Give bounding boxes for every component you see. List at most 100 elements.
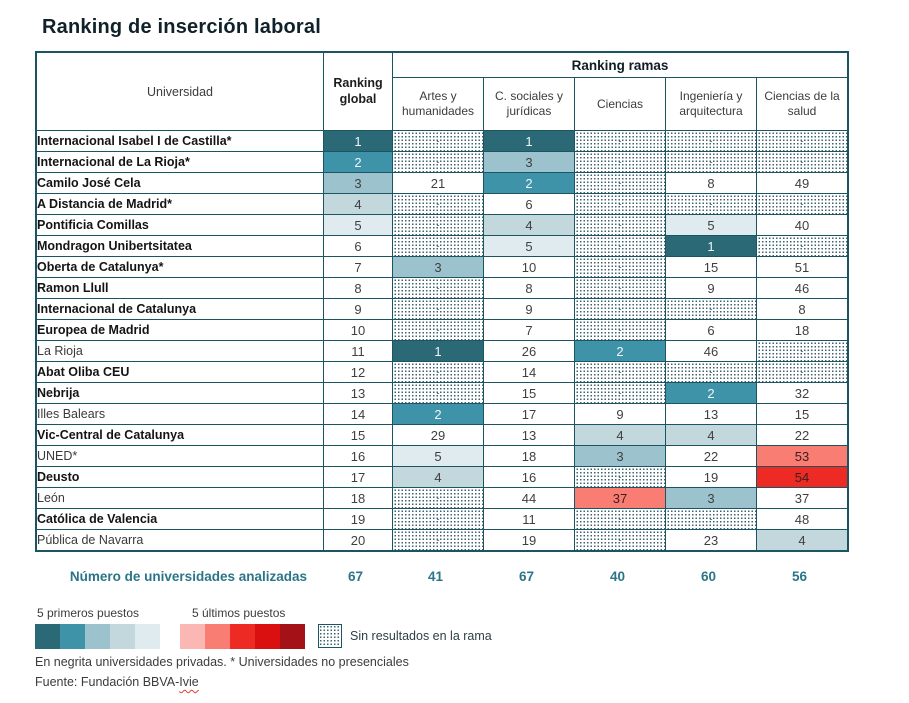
rama-rank-cell: - [392, 151, 484, 173]
table-row: Ramon Llull 8-8-9 46 [35, 277, 849, 299]
university-name: Católica de Valencia [35, 508, 324, 530]
legend-color-swatch [35, 624, 60, 649]
global-rank-cell: 12 [323, 361, 393, 383]
table-row: UNED* 16 5 18 3 22 53 [35, 445, 849, 467]
rama-rank-cell: 19 [483, 529, 575, 552]
rama-rank-cell: 29 [392, 424, 484, 446]
rama-rank-cell: 4 [392, 466, 484, 488]
global-rank-cell: 17 [323, 466, 393, 488]
table-row: A Distancia de Madrid* 4-6- - - [35, 193, 849, 215]
rama-rank-cell: - [392, 319, 484, 341]
rama-rank-cell: 3 [483, 151, 575, 173]
table-row: León 18-44 37 3 37 [35, 487, 849, 509]
table-row: Nebrija 13-15-2 32 [35, 382, 849, 404]
rama-rank-cell: - [392, 298, 484, 320]
rama-rank-cell: 6 [665, 319, 757, 341]
global-rank-cell: 13 [323, 382, 393, 404]
rama-rank-cell: - [392, 382, 484, 404]
column-header-sociales: C. sociales y jurídicas [483, 77, 575, 131]
rama-rank-cell: 48 [756, 508, 849, 530]
source-prefix: Fuente: Fundación BBVA- [35, 675, 180, 689]
rama-rank-cell: - [574, 529, 666, 552]
rama-rank-cell: - [574, 361, 666, 383]
rama-rank-cell: 40 [756, 214, 849, 236]
global-rank-cell: 7 [323, 256, 393, 278]
global-rank-cell: 1 [323, 130, 393, 152]
global-rank-cell: 18 [323, 487, 393, 509]
legend-color-swatch [135, 624, 160, 649]
legend-color-swatch [60, 624, 85, 649]
rama-rank-cell: 8 [483, 277, 575, 299]
totals-artes: 41 [427, 568, 444, 584]
legend-first-scale [35, 624, 160, 649]
university-name: Internacional de Catalunya [35, 298, 324, 320]
rama-rank-cell: - [392, 277, 484, 299]
university-name: Illes Balears [35, 403, 324, 425]
legend-first-label: 5 primeros puestos [37, 606, 140, 620]
column-group-header-ramas: Ranking ramas [392, 51, 849, 78]
rama-rank-cell: 19 [665, 466, 757, 488]
university-name: Internacional de La Rioja* [35, 151, 324, 173]
rama-rank-cell: - [392, 529, 484, 552]
totals-salud: 56 [791, 568, 808, 584]
rama-rank-cell: 9 [574, 403, 666, 425]
totals-ciencias: 40 [609, 568, 626, 584]
rama-rank-cell: 22 [665, 445, 757, 467]
table-row: Internacional Isabel I de Castilla* 1-1- -… [35, 130, 849, 152]
rama-rank-cell: 8 [665, 172, 757, 194]
rama-rank-cell: 46 [665, 340, 757, 362]
rama-rank-cell: - [574, 466, 666, 488]
rama-rank-cell: - [756, 130, 849, 152]
rama-rank-cell: 8 [756, 298, 849, 320]
global-rank-cell: 6 [323, 235, 393, 257]
footnote-source: Fuente: Fundación BBVA-Ivie [35, 675, 199, 689]
table-row: Camilo José Cela 3 21 2-8 49 [35, 172, 849, 194]
global-rank-cell: 3 [323, 172, 393, 194]
rama-rank-cell: 4 [756, 529, 849, 552]
rama-rank-cell: - [756, 193, 849, 215]
rama-rank-cell: - [574, 172, 666, 194]
totals-row: Número de universidades analizadas 67 41… [35, 564, 846, 588]
global-rank-cell: 14 [323, 403, 393, 425]
totals-label: Número de universidades analizadas [69, 568, 307, 584]
rama-rank-cell: 2 [392, 403, 484, 425]
rama-rank-cell: - [665, 508, 757, 530]
rama-rank-cell: - [574, 235, 666, 257]
global-rank-cell: 9 [323, 298, 393, 320]
global-rank-cell: 19 [323, 508, 393, 530]
table-row: Illes Balears 14 2 17 9 13 15 [35, 403, 849, 425]
rama-rank-cell: 53 [756, 445, 849, 467]
rama-rank-cell: 9 [483, 298, 575, 320]
table-row: Mondragon Unibertsitatea 6-5-1- [35, 235, 849, 257]
university-name: Oberta de Catalunya* [35, 256, 324, 278]
rama-rank-cell: 1 [665, 235, 757, 257]
rama-rank-cell: - [574, 298, 666, 320]
legend-last-scale [180, 624, 305, 649]
column-header-ingenieria: Ingeniería y arquitectura [665, 77, 757, 131]
rama-rank-cell: 15 [483, 382, 575, 404]
rama-rank-cell: - [392, 235, 484, 257]
rama-rank-cell: 54 [756, 466, 849, 488]
rama-rank-cell: - [756, 151, 849, 173]
rama-rank-cell: - [756, 235, 849, 257]
rama-rank-cell: 9 [665, 277, 757, 299]
global-rank-cell: 8 [323, 277, 393, 299]
global-rank-cell: 20 [323, 529, 393, 552]
rama-rank-cell: - [574, 214, 666, 236]
university-name: Pontificia Comillas [35, 214, 324, 236]
university-name: A Distancia de Madrid* [35, 193, 324, 215]
rama-rank-cell: 17 [483, 403, 575, 425]
table-row: Abat Oliba CEU 12-14- - - [35, 361, 849, 383]
table-header: Universidad Ranking global Ranking ramas… [35, 51, 849, 131]
totals-sociales: 67 [518, 568, 535, 584]
rama-rank-cell: 4 [483, 214, 575, 236]
rama-rank-cell: - [756, 361, 849, 383]
university-name: Vic-Central de Catalunya [35, 424, 324, 446]
global-rank-cell: 4 [323, 193, 393, 215]
rama-rank-cell: - [392, 214, 484, 236]
legend-last-label: 5 últimos puestos [192, 606, 286, 620]
legend-color-swatch [280, 624, 305, 649]
global-rank-cell: 11 [323, 340, 393, 362]
rama-rank-cell: - [392, 193, 484, 215]
university-name: La Rioja [35, 340, 324, 362]
